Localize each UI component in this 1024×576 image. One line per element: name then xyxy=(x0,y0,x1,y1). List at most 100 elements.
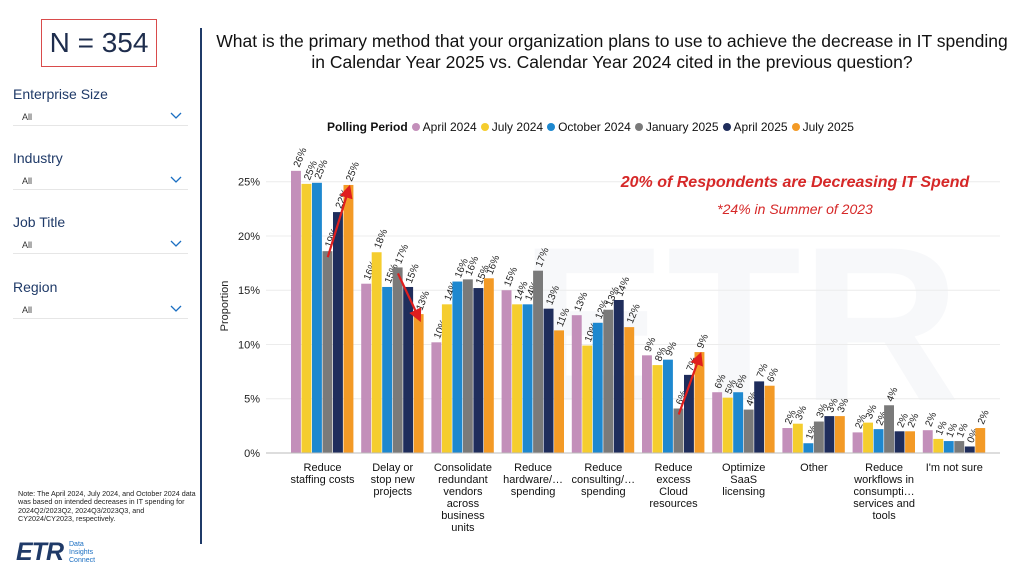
bar xyxy=(512,304,522,453)
data-label: 17% xyxy=(394,243,412,266)
bar xyxy=(764,385,775,453)
filter-dropdown[interactable]: All xyxy=(13,301,188,319)
data-label: 6% xyxy=(713,373,729,391)
bar xyxy=(642,355,652,453)
chevron-down-icon xyxy=(170,305,182,312)
bar xyxy=(922,430,933,453)
bar xyxy=(834,416,845,453)
filter-value: All xyxy=(22,304,33,315)
x-tick-label: spending xyxy=(581,486,626,498)
bar xyxy=(382,286,393,453)
bar xyxy=(694,352,705,453)
bar xyxy=(813,421,824,453)
filter-value: All xyxy=(22,175,33,186)
y-axis-title: Proportion xyxy=(219,281,231,332)
data-label: 13% xyxy=(415,289,433,312)
x-tick-label: Consolidate xyxy=(434,462,492,474)
bar xyxy=(371,252,382,453)
logo-text: ETR xyxy=(16,538,64,566)
bar xyxy=(663,359,673,453)
x-tick-label: SaaS xyxy=(730,474,757,486)
bar xyxy=(522,304,533,453)
bar xyxy=(462,279,473,453)
x-tick-label: services and xyxy=(853,498,915,510)
data-label: 15% xyxy=(404,262,422,285)
trend-arrow xyxy=(677,351,703,415)
data-label: 6% xyxy=(734,373,750,391)
bar xyxy=(452,281,463,453)
x-tick-label: spending xyxy=(511,486,556,498)
annotation-sub: *24% in Summer of 2023 xyxy=(717,201,873,217)
bar xyxy=(712,392,723,453)
x-tick-label: Reduce xyxy=(655,462,693,474)
bar xyxy=(571,315,582,453)
bar xyxy=(975,428,986,453)
bar xyxy=(613,299,624,453)
bar xyxy=(441,304,452,453)
bar xyxy=(905,431,915,453)
data-label: 5% xyxy=(724,378,740,396)
bar xyxy=(291,170,301,453)
x-tick-label: projects xyxy=(373,486,412,498)
x-tick-label: Optimize xyxy=(722,462,765,474)
x-tick-label: units xyxy=(451,522,475,534)
filter-enterprise-size: Enterprise Size All xyxy=(13,86,188,126)
data-label: 3% xyxy=(864,403,880,421)
bar xyxy=(863,422,873,453)
bar xyxy=(684,374,694,453)
bar xyxy=(301,183,312,453)
vertical-divider xyxy=(200,28,202,544)
filter-dropdown[interactable]: All xyxy=(13,172,188,190)
filter-region: Region All xyxy=(13,279,188,319)
legend-item: April 2025 xyxy=(722,120,788,134)
bar xyxy=(733,392,744,453)
data-label: 6% xyxy=(766,366,782,384)
data-label: 25% xyxy=(313,158,331,181)
y-tick-label: 0% xyxy=(244,448,260,460)
filter-label: Industry xyxy=(13,150,63,166)
x-tick-label: consumpti… xyxy=(854,486,915,498)
legend-label: April 2025 xyxy=(733,120,788,134)
y-tick-label: 15% xyxy=(238,285,260,297)
data-label: 2% xyxy=(906,412,922,430)
x-tick-label: Reduce xyxy=(304,462,342,474)
data-label: 3% xyxy=(836,397,852,415)
data-label: 16% xyxy=(485,254,503,277)
data-label: 7% xyxy=(755,362,771,380)
chevron-down-icon xyxy=(170,112,182,119)
filter-value: All xyxy=(22,111,33,122)
filter-job-title: Job Title All xyxy=(13,214,188,254)
legend-item: January 2025 xyxy=(634,120,719,134)
bar xyxy=(722,397,733,453)
bar xyxy=(954,441,965,453)
legend-swatch xyxy=(480,123,489,131)
filter-value: All xyxy=(22,239,33,250)
bar xyxy=(403,286,414,453)
x-tick-label: tools xyxy=(872,510,896,522)
legend-title: Polling Period xyxy=(327,120,408,134)
legend-label: January 2025 xyxy=(645,120,719,134)
bar xyxy=(624,327,635,453)
x-tick-label: consulting/… xyxy=(572,474,636,486)
bar xyxy=(333,212,343,453)
data-label: 2% xyxy=(783,409,799,427)
bar xyxy=(543,308,554,453)
legend-item: October 2024 xyxy=(547,120,631,134)
data-label: 3% xyxy=(825,397,841,415)
bar xyxy=(652,365,663,453)
legend-label: July 2024 xyxy=(491,120,544,134)
logo-tagline: Data Insights Connect xyxy=(69,540,96,564)
x-tick-label: vendors xyxy=(443,486,483,498)
filter-dropdown[interactable]: All xyxy=(13,108,188,126)
x-tick-label: Delay or xyxy=(372,462,413,474)
data-label: 18% xyxy=(373,228,391,251)
legend-swatch xyxy=(722,123,731,131)
bar xyxy=(673,408,684,453)
filter-dropdown[interactable]: All xyxy=(13,236,188,254)
legend-item: April 2024 xyxy=(411,120,477,134)
legend-label: July 2025 xyxy=(802,120,854,134)
data-label: 9% xyxy=(664,340,680,358)
legend-label: April 2024 xyxy=(422,120,477,134)
annotation-main: 20% of Respondents are Decreasing IT Spe… xyxy=(620,174,970,191)
